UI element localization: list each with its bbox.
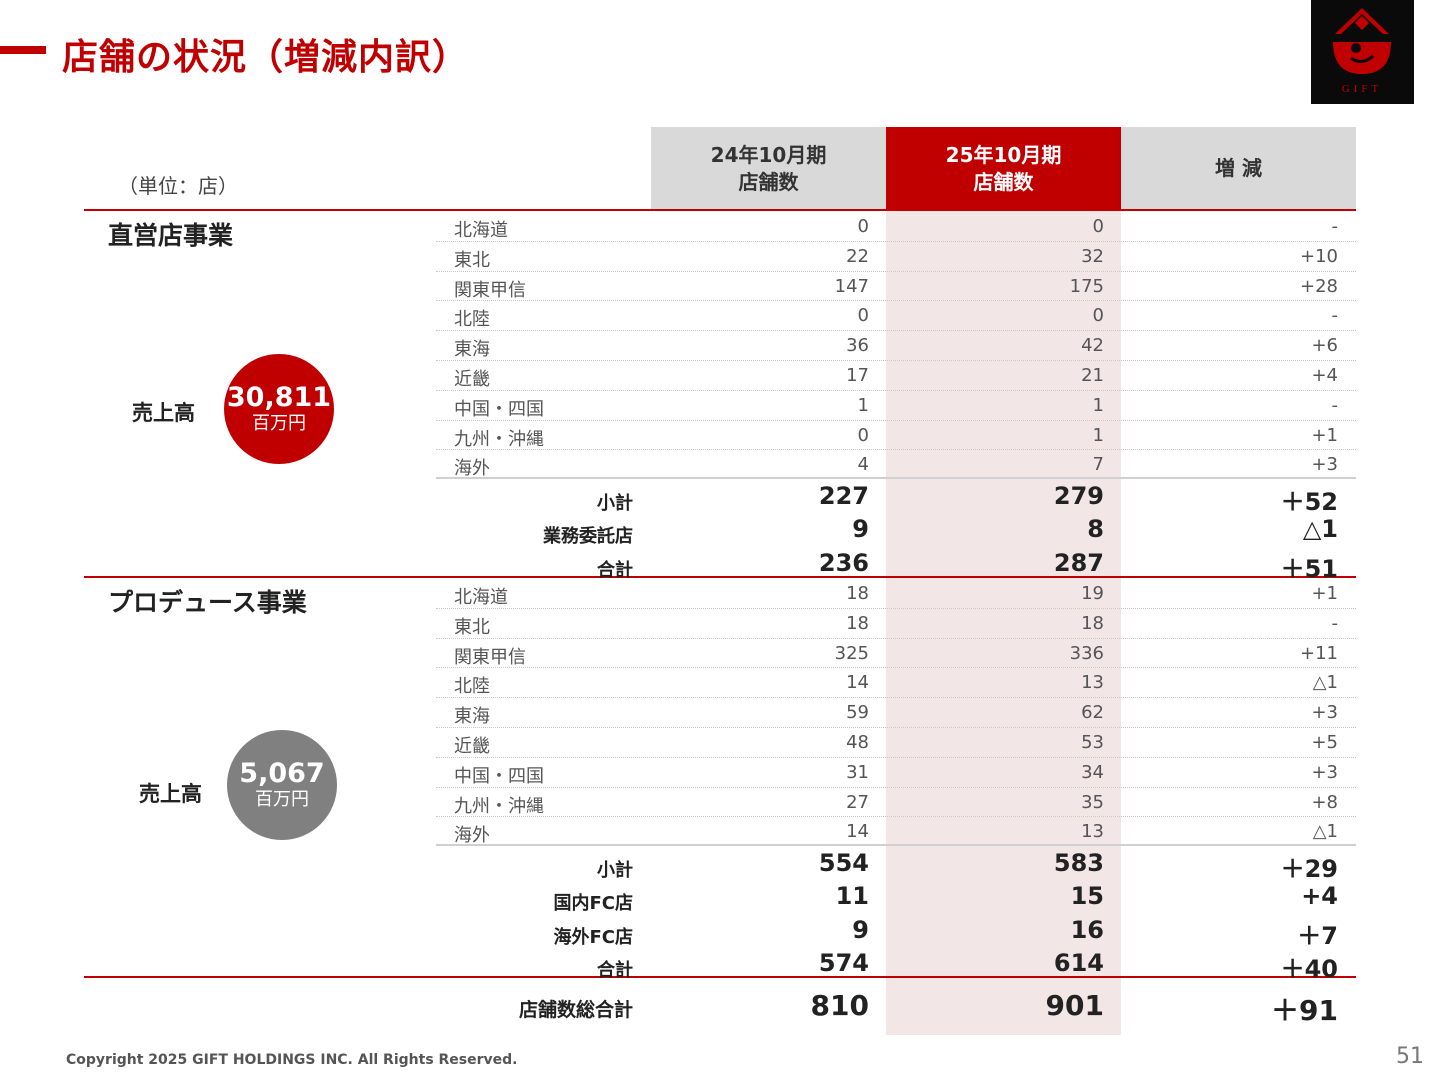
produce-region-rows: 北海道 18 19 +1 東北 18 18- 関東甲信 325 336 +11 北陸 14 13 △1… [436,579,1356,847]
table-row: 東海 59 62 +3 [436,698,1356,728]
table-row: 中国・四国 31 34 +3 [436,758,1356,788]
table-row: 北陸 14 13 △1 [436,668,1356,699]
company-logo: GIFT [1311,0,1414,104]
subtotal-divider-direct [436,477,1356,479]
table-row: 九州・沖縄 27 35 +8 [436,788,1356,818]
table-row: 北陸 0 0- [436,301,1356,332]
section-divider-middle [84,576,1356,578]
table-row: 九州・沖縄 0 1 +1 [436,421,1356,451]
subtotal-divider-produce [436,844,1356,846]
table-row: 中国・四国 1 1- [436,391,1356,421]
sales-badge-direct: 30,811 百万円 [224,354,334,464]
summary-row: 国内FC店 11 15 +4 [553,882,1338,915]
copyright-notice: Copyright 2025 GIFT HOLDINGS INC. All Ri… [66,1052,518,1068]
title-accent-bar [0,46,46,54]
grand-total-row: 店舗数総合計 810 901 ＋91 [518,989,1338,1027]
page-number: 51 [1396,1044,1424,1069]
current-period-highlight [886,210,1121,1035]
section-divider-bottom [84,976,1356,978]
column-header-prev: 24年10月期 店舗数 [651,127,886,210]
table-row: 東海 36 42 +6 [436,331,1356,361]
column-header-diff: 増 減 [1121,127,1356,210]
table-row: 北海道 18 19 +1 [436,579,1356,609]
table-row: 北海道 0 0- [436,212,1356,242]
table-row: 東北 22 32 +10 [436,242,1356,272]
sales-badge-produce: 5,067 百万円 [227,730,337,840]
svg-text:GIFT: GIFT [1342,83,1382,95]
page-title: 店舗の状況（増減内訳） [62,37,470,78]
unit-label: （単位：店） [118,174,238,198]
sales-label-direct: 売上高 [132,401,195,425]
table-row: 関東甲信 325 336 +11 [436,639,1356,669]
table-row: 海外 14 13 △1 [454,821,1338,847]
table-row: 関東甲信 147 175 +28 [436,272,1356,302]
logo-icon: GIFT [1333,8,1391,95]
summary-row: 小計 227 279 ＋52 [597,482,1338,516]
table-row: 東北 18 18- [436,609,1356,639]
section-divider-top [84,209,1356,211]
column-header-curr: 25年10月期 店舗数 [886,127,1121,210]
table-row: 近畿 48 53 +5 [436,728,1356,758]
section-title-direct: 直営店事業 [108,221,234,250]
summary-row: 合計 574 614 ＋40 [597,948,1338,983]
direct-region-rows: 北海道 0 0- 東北 22 32 +10 関東甲信 147 175 +28 北陸 0 0- 東海 3… [436,212,1356,480]
produce-summary-rows: 小計 554 583 ＋29 国内FC店 11 15 +4 海外FC店 9 16 ＋7 合計 574… [436,846,1356,983]
section-title-produce: プロデュース事業 [108,588,307,617]
table-row: 海外 4 7 +3 [454,454,1338,480]
summary-row: 海外FC店 9 16 ＋7 [553,915,1338,950]
table-row: 近畿 17 21 +4 [436,361,1356,391]
sales-label-produce: 売上高 [139,782,202,806]
summary-row: 合計 236 287 ＋51 [597,548,1338,583]
summary-row: 小計 554 583 ＋29 [597,849,1338,883]
direct-summary-rows: 小計 227 279 ＋52 業務委託店 9 8 △1 合計 236 287 ＋51 [436,479,1356,583]
summary-row: 業務委託店 9 8 △1 [543,515,1338,548]
